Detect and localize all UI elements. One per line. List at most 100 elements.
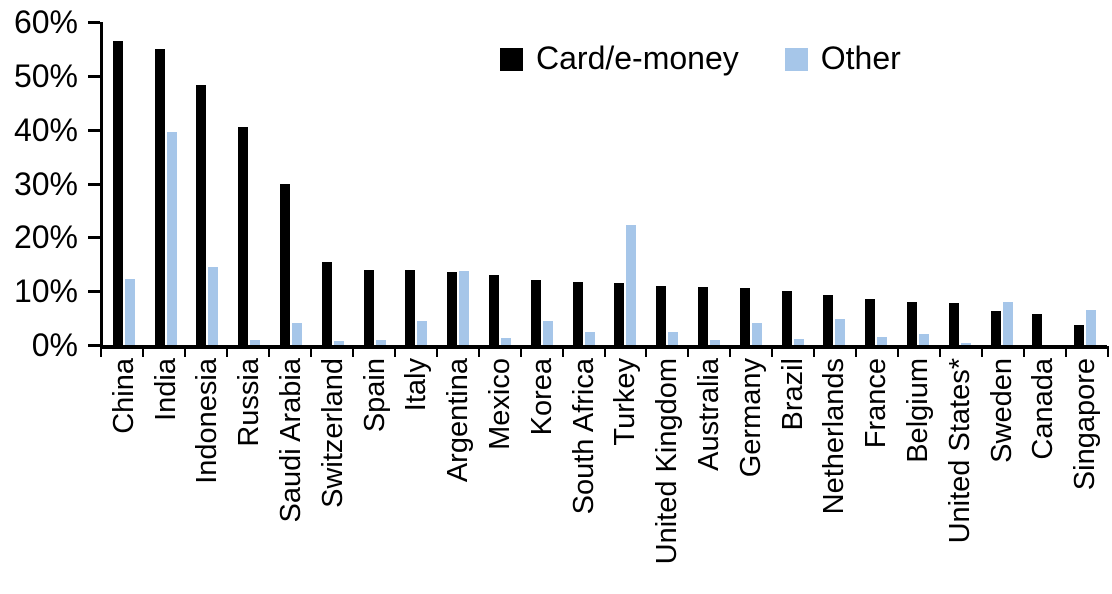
y-axis: 0% 10% 20% 30% 40% 50% 60%	[0, 0, 78, 594]
other-bar	[584, 332, 595, 345]
x-axis-tick	[897, 346, 900, 357]
x-axis-tick	[225, 346, 228, 357]
x-axis-label-cell: United States*	[939, 358, 981, 590]
y-axis-tick-label: 40%	[13, 111, 78, 148]
x-axis-label-cell: China	[103, 358, 145, 590]
chart-legend: Card/e-money Other	[500, 42, 901, 74]
other-bar	[542, 320, 553, 345]
other-swatch-icon	[784, 48, 808, 71]
card-emoney-bar	[865, 299, 876, 345]
x-axis-label: India	[149, 358, 182, 421]
x-axis-tick	[435, 346, 438, 357]
bar-group	[897, 22, 939, 345]
legend-label-other: Other	[820, 40, 901, 76]
x-axis-labels: China India Indonesia Russia Saudi Arabia Swi…	[103, 358, 1106, 590]
x-axis-label-cell: Netherlands	[814, 358, 856, 590]
x-axis-label: Switzerland	[316, 358, 349, 508]
bar-group	[1064, 22, 1106, 345]
x-axis-tick	[393, 346, 396, 357]
x-axis-tick	[687, 346, 690, 357]
x-axis-label-cell: Saudi Arabia	[270, 358, 312, 590]
y-axis-tick-label: 20%	[13, 219, 78, 256]
y-axis-tick-label: 0%	[31, 327, 78, 363]
bar-group	[354, 22, 396, 345]
x-axis-label: France	[860, 358, 893, 449]
x-axis-label-cell: Spain	[354, 358, 396, 590]
other-bar	[626, 224, 637, 345]
card-emoney-bar	[154, 48, 165, 345]
x-axis-label-cell: Australia	[688, 358, 730, 590]
other-bar	[877, 336, 888, 345]
bar-group	[688, 22, 730, 345]
card-emoney-bar	[1074, 324, 1085, 345]
legend-label-card-emoney: Card/e-money	[536, 40, 739, 76]
x-axis-label-cell: Canada	[1023, 358, 1065, 590]
card-emoney-bar	[823, 294, 834, 345]
x-axis-label: Australia	[693, 358, 726, 471]
card-emoney-bar	[447, 272, 458, 345]
x-axis-label-cell: Switzerland	[312, 358, 354, 590]
y-axis-tick	[88, 128, 100, 132]
bar-group	[814, 22, 856, 345]
x-axis-tick	[141, 346, 144, 357]
other-bar	[459, 270, 470, 345]
legend-item-other: Other	[784, 40, 901, 76]
x-axis-label: Turkey	[609, 358, 642, 446]
x-axis-tick	[309, 346, 312, 357]
x-axis-label-cell: France	[855, 358, 897, 590]
bar-group	[939, 22, 981, 345]
card-emoney-bar	[907, 301, 918, 345]
x-axis-label: Italy	[400, 358, 433, 412]
y-axis-tick	[88, 74, 100, 78]
x-axis-label: Indonesia	[191, 358, 224, 484]
x-axis-label-cell: Mexico	[479, 358, 521, 590]
card-emoney-bar	[698, 287, 709, 345]
card-emoney-bar	[530, 280, 541, 345]
x-axis-label: Sweden	[985, 358, 1018, 463]
other-bar	[793, 338, 804, 345]
y-axis-tick	[88, 344, 100, 347]
x-axis-tick	[729, 346, 732, 357]
other-bar	[375, 339, 386, 345]
other-bar	[333, 340, 344, 345]
card-emoney-bar	[739, 288, 750, 345]
bar-group	[437, 22, 479, 345]
bar-group	[605, 22, 647, 345]
card-emoney-bar	[280, 183, 291, 345]
card-emoney-bar	[572, 282, 583, 345]
x-axis-label-cell: Indonesia	[187, 358, 229, 590]
x-axis-label: Mexico	[484, 358, 517, 450]
x-axis-tick	[981, 346, 984, 357]
bar-group	[730, 22, 772, 345]
card-emoney-bar	[614, 283, 625, 345]
x-axis-label-cell: Germany	[730, 358, 772, 590]
x-axis-label-cell: Turkey	[605, 358, 647, 590]
x-axis-tick	[771, 346, 774, 357]
x-axis-label-cell: India	[145, 358, 187, 590]
card-emoney-bar	[196, 85, 207, 345]
bar-group	[187, 22, 229, 345]
x-axis-label: Korea	[525, 358, 558, 436]
legend-item-card-emoney: Card/e-money	[500, 42, 739, 74]
plot-area	[103, 22, 1106, 345]
x-axis-tick	[477, 346, 480, 357]
other-bar	[960, 343, 971, 345]
other-bar	[417, 320, 428, 345]
other-bar	[668, 332, 679, 345]
x-axis-label: Saudi Arabia	[275, 358, 308, 523]
x-axis-tick	[267, 346, 270, 357]
y-axis-tick	[88, 236, 100, 240]
x-axis-label-cell: Singapore	[1064, 358, 1106, 590]
x-axis-label-cell: Korea	[521, 358, 563, 590]
bar-group	[981, 22, 1023, 345]
bar-group	[1023, 22, 1065, 345]
x-axis-label-cell: United Kingdom	[646, 358, 688, 590]
x-axis-label: Germany	[734, 358, 767, 478]
y-axis-tick-label: 30%	[13, 165, 78, 202]
x-axis-tick	[351, 346, 354, 357]
bar-group	[855, 22, 897, 345]
x-axis-tick	[183, 346, 186, 357]
x-axis-label: Singapore	[1069, 358, 1102, 491]
bar-group	[646, 22, 688, 345]
